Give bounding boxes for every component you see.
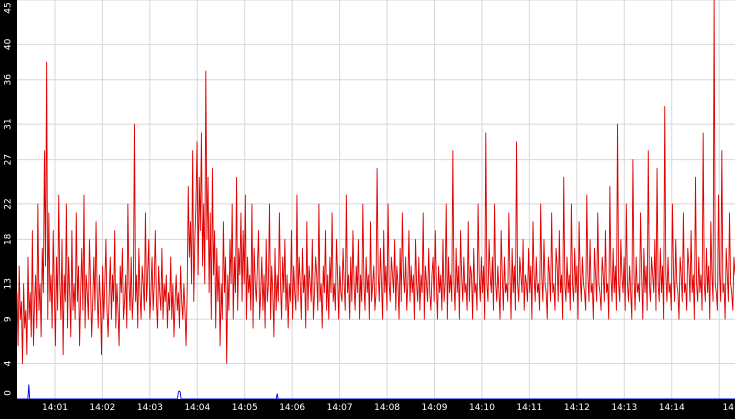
series-line-secondary bbox=[17, 384, 735, 400]
y-tick-label: 0 bbox=[4, 390, 14, 396]
x-tick-label: 14:04 bbox=[184, 403, 210, 413]
x-tick-label: 14:09 bbox=[422, 403, 448, 413]
x-axis: 14:01 14:02 14:03 14:04 14:05 14:06 14:07 14:08… bbox=[42, 403, 734, 413]
y-tick-label: 9 bbox=[4, 316, 14, 322]
series-line-primary bbox=[16, 0, 735, 364]
y-tick-label: 4 bbox=[4, 360, 14, 366]
x-tick-label: 14:10 bbox=[469, 403, 495, 413]
y-axis: 0 4 9 13 18 22 27 31 36 40 45 bbox=[4, 2, 14, 396]
x-tick-label: 14:01 bbox=[42, 403, 68, 413]
x-tick-label: 14:14 bbox=[659, 403, 685, 413]
x-tick-label: 14:03 bbox=[137, 403, 163, 413]
x-tick-label: 14:13 bbox=[611, 403, 637, 413]
y-tick-label: 36 bbox=[4, 74, 14, 86]
y-tick-label: 22 bbox=[4, 198, 14, 209]
x-tick-label: 14:02 bbox=[89, 403, 115, 413]
series-group bbox=[16, 0, 735, 400]
x-tick-label: 14:05 bbox=[232, 403, 258, 413]
y-tick-label: 31 bbox=[4, 118, 14, 129]
x-tick-label: 14 bbox=[723, 403, 735, 413]
x-tick-label: 14:11 bbox=[516, 403, 542, 413]
x-tick-label: 14:12 bbox=[564, 403, 590, 413]
x-tick-label: 14:06 bbox=[279, 403, 305, 413]
plot-area bbox=[17, 0, 735, 399]
y-tick-label: 18 bbox=[4, 233, 14, 245]
x-tick-label: 14:07 bbox=[327, 403, 353, 413]
x-tick-label: 14:08 bbox=[374, 403, 400, 413]
y-tick-label: 13 bbox=[4, 278, 14, 289]
y-tick-label: 40 bbox=[4, 38, 14, 50]
y-tick-label: 27 bbox=[4, 154, 14, 165]
y-tick-label: 45 bbox=[4, 2, 14, 13]
